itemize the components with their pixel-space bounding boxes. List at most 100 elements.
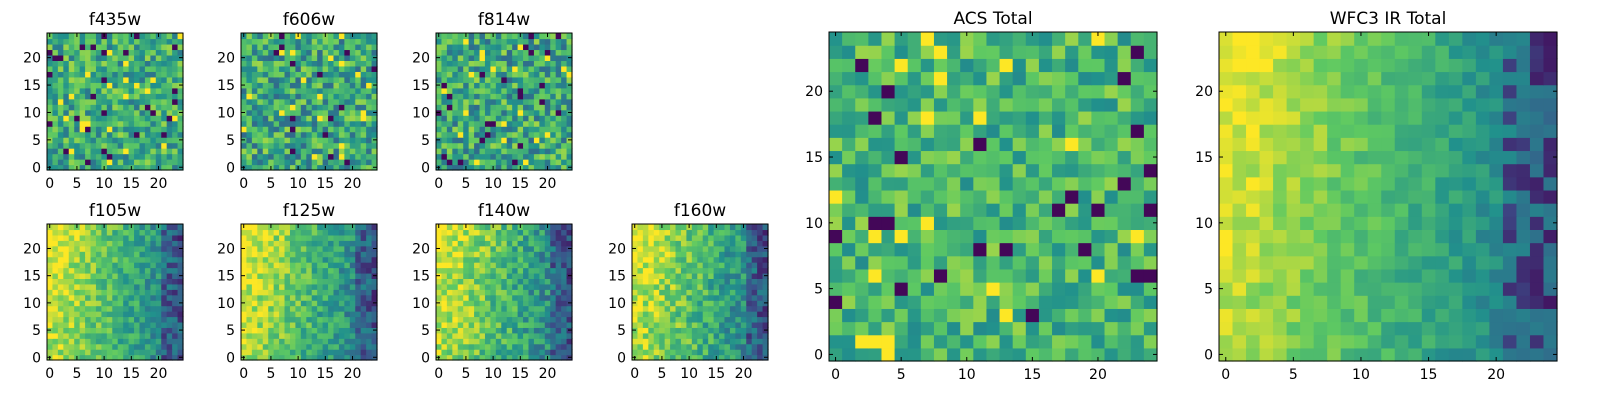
heatmap-cell xyxy=(166,245,173,252)
heatmap-cell xyxy=(52,71,59,78)
heatmap-cell xyxy=(79,300,86,307)
heatmap-cell xyxy=(468,262,475,269)
heatmap-cell xyxy=(484,300,491,307)
heatmap-cell xyxy=(279,251,286,258)
heatmap-cell xyxy=(561,87,568,94)
heatmap-cell xyxy=(355,234,362,241)
panel-title: f435w xyxy=(89,10,141,30)
heatmap-cell xyxy=(144,38,151,45)
heatmap-cell xyxy=(1012,203,1027,217)
heatmap-cell xyxy=(139,109,146,116)
heatmap-cell xyxy=(555,104,562,111)
heatmap-cell xyxy=(246,278,253,285)
y-tick-label: 20 xyxy=(23,51,41,67)
heatmap-cell xyxy=(735,305,742,312)
heatmap-cell xyxy=(484,305,491,312)
heatmap-cell xyxy=(1091,242,1106,257)
heatmap-cell xyxy=(134,256,141,263)
heatmap-cell xyxy=(729,224,736,231)
heatmap-cell xyxy=(479,245,486,252)
heatmap-cell xyxy=(322,300,329,307)
heatmap-cell xyxy=(533,224,540,231)
heatmap-cell xyxy=(128,60,135,67)
heatmap-cell xyxy=(268,234,275,241)
heatmap-cell xyxy=(349,245,356,252)
heatmap-cell xyxy=(241,131,248,138)
heatmap-cell xyxy=(333,321,340,328)
heatmap-cell xyxy=(1143,308,1158,323)
heatmap-cell xyxy=(112,131,119,138)
heatmap-cell xyxy=(973,347,988,362)
heatmap-cell xyxy=(161,131,168,138)
y-tick-label: 20 xyxy=(217,241,235,257)
heatmap-cell xyxy=(360,349,367,356)
heatmap-cell xyxy=(150,311,157,318)
heatmap-cell xyxy=(366,33,373,40)
heatmap-cell xyxy=(757,272,764,279)
heatmap-cell xyxy=(101,251,108,258)
heatmap-cell xyxy=(501,240,508,247)
heatmap-cell xyxy=(457,33,464,40)
heatmap-cell xyxy=(306,71,313,78)
x-tick-label: 20 xyxy=(735,366,753,382)
heatmap-cell xyxy=(322,321,329,328)
heatmap-cell xyxy=(566,43,573,51)
heatmap-cell xyxy=(322,60,329,67)
heatmap-cell xyxy=(311,349,318,356)
heatmap-cell xyxy=(729,311,736,318)
heatmap-cell xyxy=(523,82,530,89)
heatmap-cell xyxy=(561,283,568,290)
heatmap-cell xyxy=(691,349,698,356)
heatmap-cell xyxy=(338,229,345,236)
heatmap-cell xyxy=(544,316,551,323)
heatmap-cell xyxy=(648,305,655,312)
heatmap-cell xyxy=(95,120,102,127)
heatmap-cell xyxy=(150,294,157,301)
heatmap-cell xyxy=(251,148,258,155)
heatmap-cell xyxy=(85,33,92,40)
heatmap-cell xyxy=(463,262,470,269)
heatmap-cell xyxy=(555,60,562,67)
heatmap-cell xyxy=(523,109,530,116)
heatmap-cell xyxy=(757,311,764,318)
heatmap-cell xyxy=(474,245,481,252)
heatmap-cell xyxy=(446,224,453,231)
heatmap-cell xyxy=(79,93,86,100)
heatmap-cell xyxy=(446,148,453,155)
heatmap-cell xyxy=(452,349,459,356)
heatmap-cell xyxy=(933,268,948,283)
heatmap-cell xyxy=(241,153,248,160)
heatmap-cell xyxy=(533,272,540,279)
heatmap-cell xyxy=(150,153,157,160)
heatmap-cell xyxy=(533,343,540,350)
heatmap-cell xyxy=(637,245,644,252)
heatmap-cell xyxy=(177,349,184,356)
heatmap-cell xyxy=(446,82,453,89)
heatmap-cell xyxy=(512,120,519,127)
heatmap-cell xyxy=(713,343,720,350)
heatmap-cell xyxy=(659,278,666,285)
heatmap-cell xyxy=(106,272,113,279)
heatmap-cell xyxy=(117,224,124,231)
heatmap-cell xyxy=(251,49,258,56)
heatmap-cell xyxy=(457,343,464,350)
heatmap-cell xyxy=(691,311,698,318)
heatmap-cell xyxy=(52,131,59,138)
heatmap-cell xyxy=(512,234,519,241)
heatmap-cell xyxy=(457,54,464,61)
heatmap-cell xyxy=(829,242,843,257)
heatmap-cell xyxy=(161,159,168,166)
heatmap-cell xyxy=(539,109,546,116)
heatmap-cell xyxy=(349,272,356,279)
heatmap-cell xyxy=(506,87,513,94)
heatmap-cell xyxy=(150,76,157,83)
heatmap-cell xyxy=(123,65,130,72)
heatmap-cell xyxy=(452,131,459,138)
heatmap-cell xyxy=(166,54,173,61)
heatmap-cell xyxy=(555,82,562,89)
heatmap-cell xyxy=(457,316,464,323)
heatmap-cell xyxy=(166,93,173,100)
heatmap-cell xyxy=(366,349,373,356)
heatmap-cell xyxy=(134,289,141,296)
heatmap-cell xyxy=(306,321,313,328)
